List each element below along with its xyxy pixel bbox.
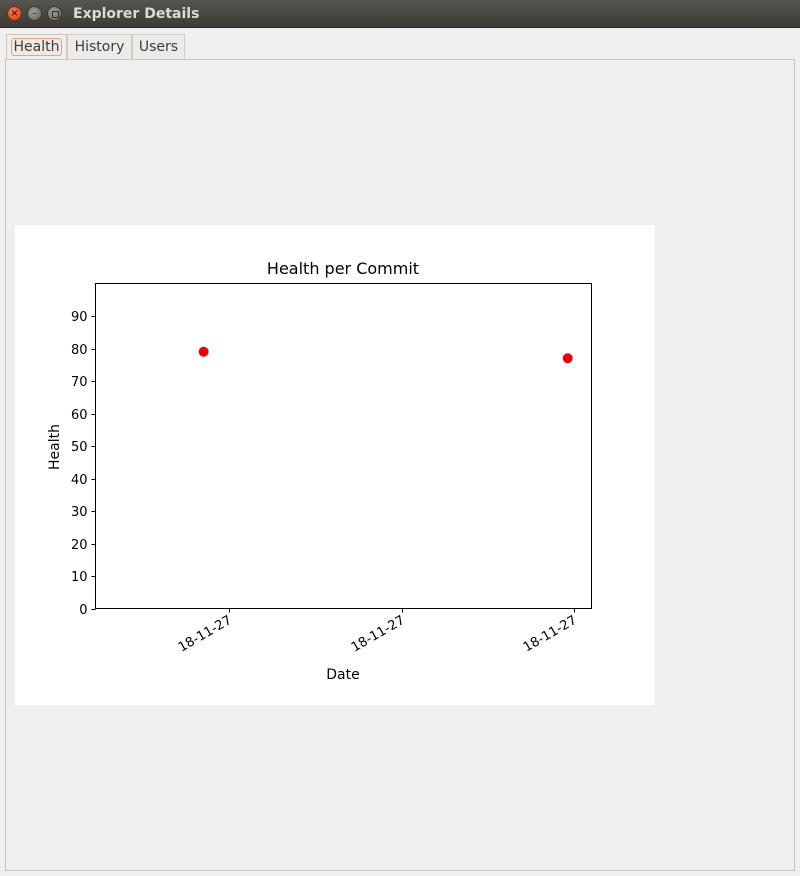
x-tick-label: 18-11-27 bbox=[349, 613, 408, 655]
plot-frame bbox=[95, 283, 592, 609]
minimize-window-button[interactable]: – bbox=[27, 6, 42, 21]
window-title: Explorer Details bbox=[73, 6, 200, 22]
y-tick-label: 40 bbox=[71, 473, 88, 488]
tab-users[interactable]: Users bbox=[132, 34, 185, 59]
y-tick-label: 60 bbox=[71, 408, 88, 423]
close-icon: × bbox=[10, 8, 19, 19]
tab-users-label: Users bbox=[138, 39, 179, 55]
y-tick-label: 70 bbox=[71, 375, 88, 390]
y-tick-label: 0 bbox=[79, 603, 87, 618]
y-tick-label: 10 bbox=[71, 570, 88, 585]
x-axis: 18-11-27 18-11-27 18-11-27 bbox=[176, 608, 580, 655]
y-tick-label: 30 bbox=[71, 505, 88, 520]
chart-title: Health per Commit bbox=[267, 259, 419, 278]
y-tick-label: 50 bbox=[71, 440, 88, 455]
x-tick-label: 18-11-27 bbox=[176, 613, 235, 655]
tab-health-label: Health bbox=[10, 38, 63, 56]
y-tick-label: 90 bbox=[71, 310, 88, 325]
x-tick-label: 18-11-27 bbox=[521, 613, 580, 655]
health-chart: Health per Commit 0 10 20 30 40 50 60 70 80 90 18… bbox=[15, 225, 655, 705]
data-points bbox=[198, 346, 573, 364]
y-tick-label: 20 bbox=[71, 538, 88, 553]
close-window-button[interactable]: × bbox=[7, 6, 22, 21]
data-point bbox=[562, 353, 573, 364]
minimize-icon: – bbox=[32, 8, 37, 19]
y-axis-label: Health bbox=[47, 424, 63, 470]
maximize-icon bbox=[52, 11, 59, 18]
maximize-window-button[interactable] bbox=[47, 6, 62, 21]
tab-health[interactable]: Health bbox=[6, 34, 67, 60]
y-axis: 0 10 20 30 40 50 60 70 80 90 bbox=[71, 310, 96, 618]
tab-history-label: History bbox=[74, 39, 125, 55]
y-tick-label: 80 bbox=[71, 343, 88, 358]
title-bar[interactable]: × – Explorer Details bbox=[0, 0, 800, 28]
x-axis-label: Date bbox=[326, 667, 359, 683]
tab-history[interactable]: History bbox=[67, 34, 132, 59]
data-point bbox=[198, 346, 209, 357]
health-chart-svg: Health per Commit 0 10 20 30 40 50 60 70 80 90 18… bbox=[47, 259, 592, 683]
